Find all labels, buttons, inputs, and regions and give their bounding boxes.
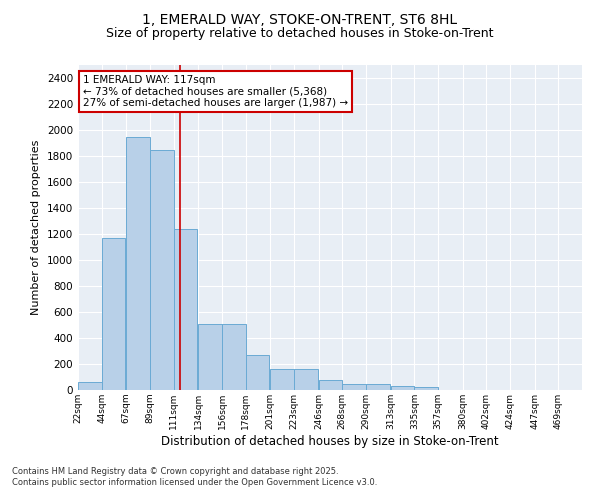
- Text: 1, EMERALD WAY, STOKE-ON-TRENT, ST6 8HL: 1, EMERALD WAY, STOKE-ON-TRENT, ST6 8HL: [142, 12, 458, 26]
- Text: Contains HM Land Registry data © Crown copyright and database right 2025.
Contai: Contains HM Land Registry data © Crown c…: [12, 468, 377, 487]
- Bar: [391, 386, 415, 390]
- Bar: [319, 380, 343, 390]
- Text: Distribution of detached houses by size in Stoke-on-Trent: Distribution of detached houses by size …: [161, 435, 499, 448]
- Bar: [199, 324, 222, 390]
- Bar: [78, 382, 101, 390]
- Y-axis label: Number of detached properties: Number of detached properties: [31, 140, 41, 315]
- Bar: [415, 388, 438, 390]
- Bar: [101, 238, 125, 390]
- Bar: [222, 324, 245, 390]
- Bar: [294, 369, 317, 390]
- Bar: [150, 150, 173, 390]
- Text: Size of property relative to detached houses in Stoke-on-Trent: Size of property relative to detached ho…: [106, 28, 494, 40]
- Bar: [366, 384, 389, 390]
- Text: 1 EMERALD WAY: 117sqm
← 73% of detached houses are smaller (5,368)
27% of semi-d: 1 EMERALD WAY: 117sqm ← 73% of detached …: [83, 74, 348, 108]
- Bar: [343, 384, 366, 390]
- Bar: [271, 369, 294, 390]
- Bar: [173, 229, 197, 390]
- Bar: [245, 355, 269, 390]
- Bar: [127, 136, 150, 390]
